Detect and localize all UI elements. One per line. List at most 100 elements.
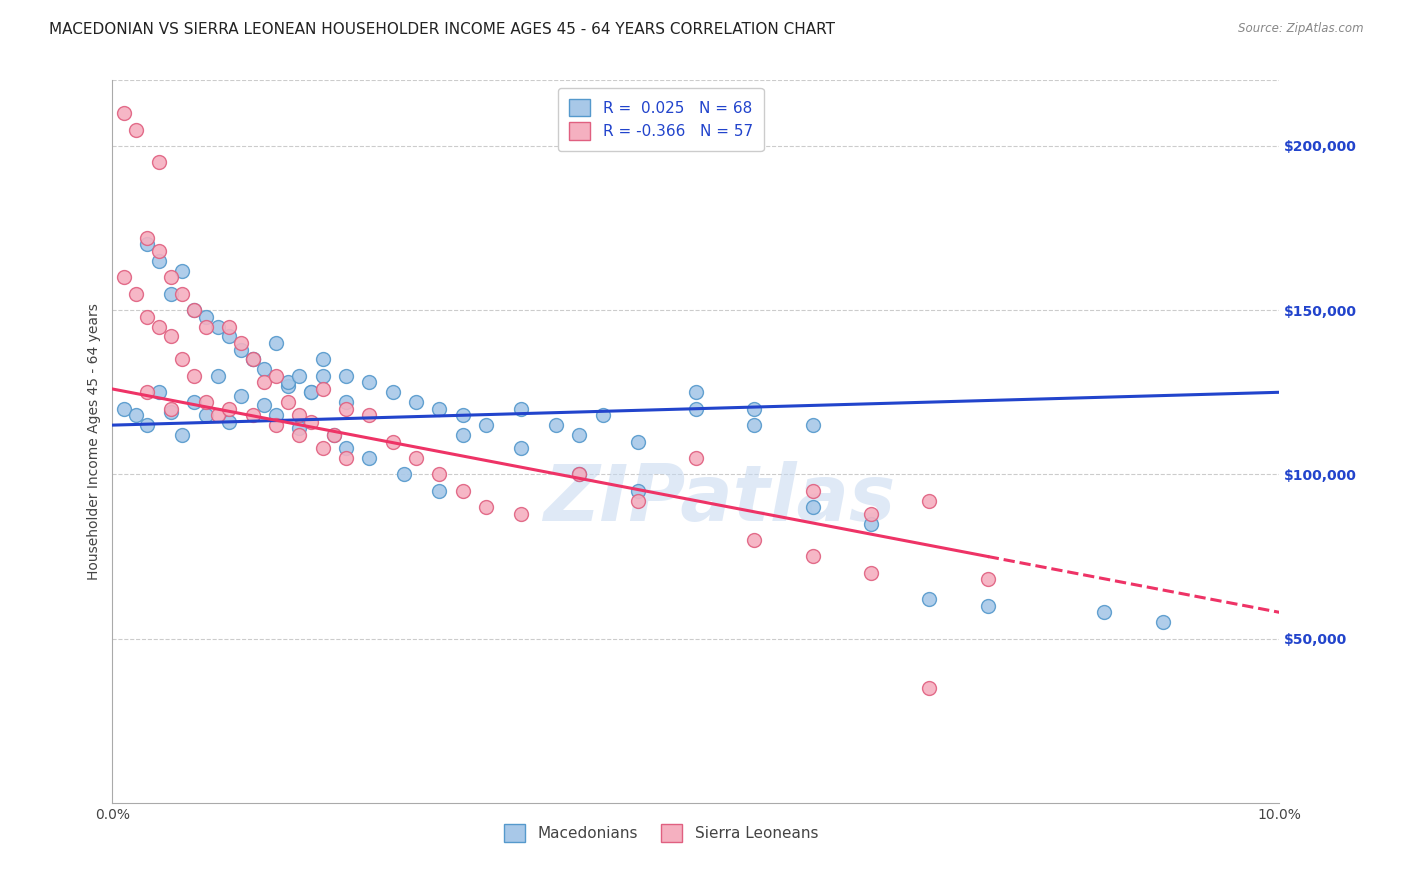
Point [311, 441, 333, 455]
Point [183, 395, 205, 409]
Point [568, 428, 591, 442]
Point [592, 409, 614, 423]
Point [918, 493, 941, 508]
Point [172, 352, 194, 367]
Point [172, 264, 194, 278]
Point [359, 376, 381, 390]
Point [288, 428, 311, 442]
Text: MACEDONIAN VS SIERRA LEONEAN HOUSEHOLDER INCOME AGES 45 - 64 YEARS CORRELATION C: MACEDONIAN VS SIERRA LEONEAN HOUSEHOLDER… [49, 22, 835, 37]
Point [242, 409, 264, 423]
Point [112, 270, 135, 285]
Point [253, 398, 276, 412]
Point [148, 155, 170, 169]
Point [801, 418, 824, 433]
Text: ZIPatlas: ZIPatlas [543, 461, 896, 537]
Point [276, 378, 298, 392]
Point [264, 336, 287, 351]
Point [136, 237, 159, 252]
Point [451, 483, 474, 498]
Point [183, 303, 205, 318]
Point [218, 401, 240, 416]
Point [568, 467, 591, 482]
Point [183, 368, 205, 383]
Point [1094, 605, 1116, 619]
Point [288, 421, 311, 435]
Point [160, 329, 183, 343]
Point [125, 286, 148, 301]
Point [264, 418, 287, 433]
Point [288, 368, 311, 383]
Point [160, 270, 183, 285]
Point [335, 450, 357, 465]
Point [1152, 615, 1174, 630]
Point [381, 385, 404, 400]
Point [136, 231, 159, 245]
Point [335, 441, 357, 455]
Point [125, 409, 148, 423]
Point [253, 376, 276, 390]
Point [160, 405, 183, 419]
Point [172, 286, 194, 301]
Point [801, 549, 824, 564]
Point [229, 343, 252, 357]
Point [359, 450, 381, 465]
Point [860, 516, 883, 531]
Point [544, 418, 567, 433]
Point [125, 122, 148, 136]
Point [685, 385, 707, 400]
Point [427, 467, 450, 482]
Point [242, 352, 264, 367]
Point [242, 352, 264, 367]
Point [860, 507, 883, 521]
Point [918, 681, 941, 695]
Point [264, 409, 287, 423]
Point [299, 415, 322, 429]
Point [207, 319, 229, 334]
Point [148, 253, 170, 268]
Point [148, 385, 170, 400]
Point [627, 493, 650, 508]
Point [742, 401, 765, 416]
Point [742, 533, 765, 547]
Point [568, 467, 591, 482]
Point [509, 401, 531, 416]
Point [276, 376, 298, 390]
Point [323, 428, 346, 442]
Y-axis label: Householder Income Ages 45 - 64 years: Householder Income Ages 45 - 64 years [87, 303, 101, 580]
Point [311, 368, 333, 383]
Point [194, 409, 217, 423]
Point [359, 409, 381, 423]
Point [509, 507, 531, 521]
Point [253, 362, 276, 376]
Point [276, 395, 298, 409]
Point [229, 336, 252, 351]
Point [451, 428, 474, 442]
Text: Source: ZipAtlas.com: Source: ZipAtlas.com [1239, 22, 1364, 36]
Point [242, 352, 264, 367]
Point [299, 385, 322, 400]
Point [976, 573, 998, 587]
Point [860, 566, 883, 580]
Point [311, 382, 333, 396]
Point [627, 483, 650, 498]
Legend: Macedonians, Sierra Leoneans: Macedonians, Sierra Leoneans [496, 816, 825, 849]
Point [136, 310, 159, 324]
Point [218, 319, 240, 334]
Point [160, 286, 183, 301]
Point [112, 401, 135, 416]
Point [427, 401, 450, 416]
Point [229, 388, 252, 402]
Point [136, 385, 159, 400]
Point [451, 409, 474, 423]
Point [148, 244, 170, 258]
Point [264, 368, 287, 383]
Point [405, 395, 427, 409]
Point [394, 467, 416, 482]
Point [685, 401, 707, 416]
Point [742, 418, 765, 433]
Point [405, 450, 427, 465]
Point [288, 409, 311, 423]
Point [918, 592, 941, 607]
Point [381, 434, 404, 449]
Point [627, 434, 650, 449]
